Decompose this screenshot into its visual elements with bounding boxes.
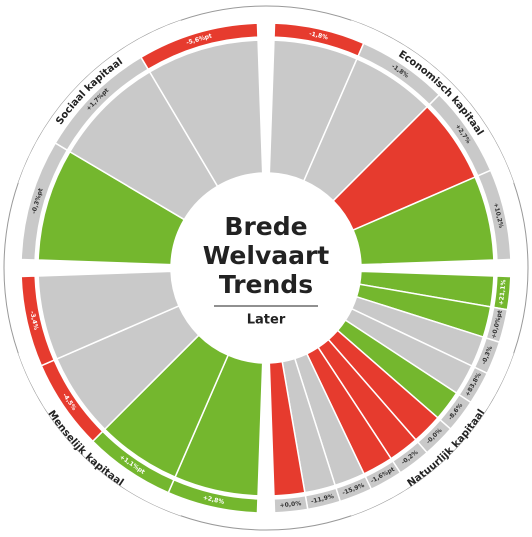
section-label-bg: [18, 348, 186, 516]
section-label-bg: [346, 348, 514, 516]
section-label-bg: [18, 20, 186, 188]
band-label: +0,0%: [279, 500, 301, 509]
center-title: Welvaart: [203, 241, 330, 270]
center-title: Brede: [224, 212, 307, 241]
band-label: +2,8%: [202, 494, 225, 506]
segment: [148, 39, 264, 188]
section-label-bg: [346, 20, 514, 188]
band-label: +21,1%: [498, 279, 508, 305]
center-subtitle: Later: [247, 313, 286, 328]
band: [476, 169, 512, 261]
center-title: Trends: [219, 270, 313, 299]
segment: [352, 176, 495, 266]
segment: [268, 360, 306, 497]
ring: -1,8%-1,8%+2,7%+10,2%Economisch kapitaal…: [18, 20, 514, 516]
band-label: -1,8%: [308, 30, 328, 41]
center-disc: [169, 171, 363, 365]
band-label: -3,4%: [28, 310, 39, 330]
band: [20, 275, 56, 367]
outer-ring: [3, 5, 529, 531]
band: [273, 494, 309, 514]
segment: [37, 270, 180, 360]
band: [140, 22, 259, 71]
